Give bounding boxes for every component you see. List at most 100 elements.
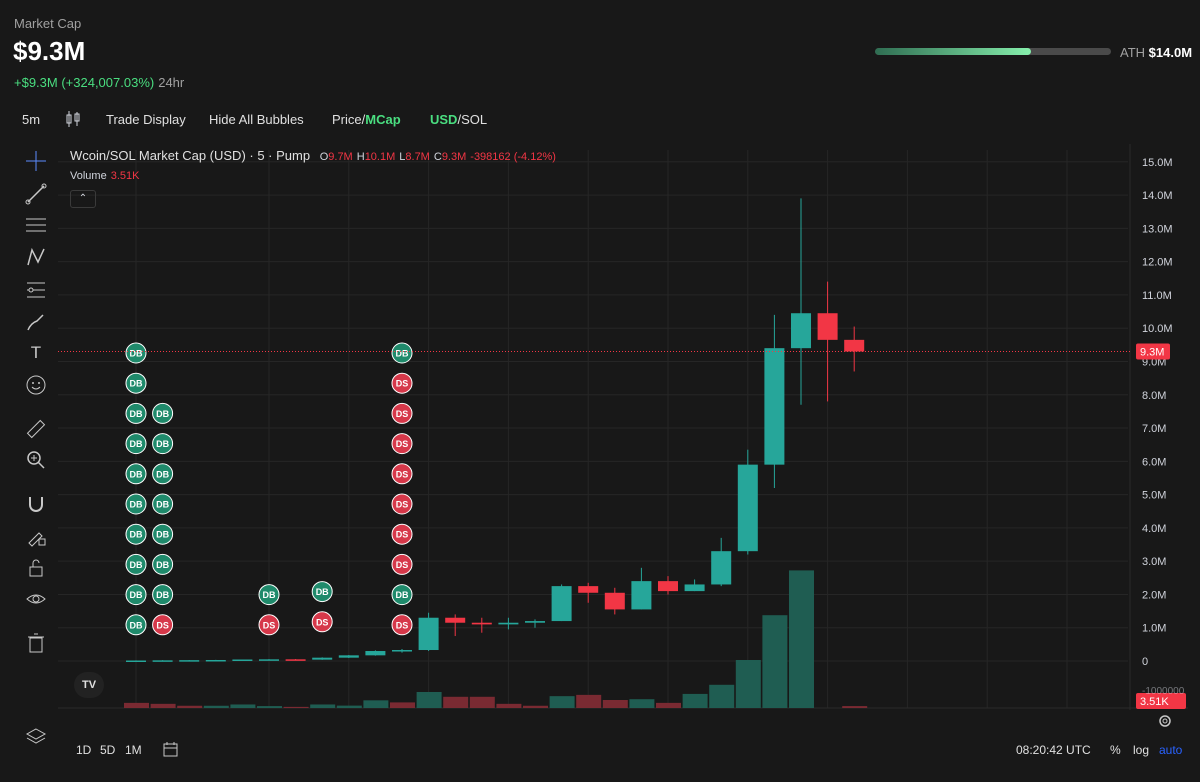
candle-body — [232, 659, 253, 662]
price-mcap-toggle[interactable]: Price/MCap — [332, 112, 401, 127]
lock-draw-icon[interactable] — [24, 525, 48, 547]
trend-line-icon[interactable] — [24, 183, 48, 205]
fib-icon[interactable] — [24, 279, 48, 301]
ath-progress-fill — [875, 48, 1031, 55]
buy-bubble — [125, 584, 147, 606]
eye-icon[interactable] — [24, 588, 48, 610]
y-tick-label: 1.0M — [1142, 623, 1166, 635]
candle-body — [179, 660, 200, 662]
calendar-icon[interactable] — [162, 740, 180, 763]
settings-icon[interactable] — [1157, 713, 1173, 734]
chart-grid — [58, 144, 1188, 710]
buy-bubble — [152, 553, 174, 575]
buy-bubble — [125, 433, 147, 455]
bubble-label: DS — [396, 500, 409, 510]
range-1m-button[interactable]: 1M — [125, 743, 142, 757]
volume-bar — [257, 706, 282, 708]
ruler-icon[interactable] — [24, 418, 48, 440]
volume-bar — [549, 696, 575, 708]
candle-body — [791, 313, 811, 349]
buy-bubble — [125, 493, 147, 515]
crosshair-icon[interactable] — [24, 150, 48, 172]
low-key: L — [399, 151, 406, 163]
bubble-label: DS — [396, 409, 409, 419]
y-tick-label: 11.0M — [1142, 290, 1172, 302]
y-bottom-label: -1000000 — [1142, 686, 1185, 697]
toggle-separator: / — [457, 112, 462, 127]
buy-bubble — [125, 614, 147, 636]
text-icon[interactable]: T — [30, 343, 42, 362]
candle-body — [684, 584, 705, 592]
volume-bar — [124, 702, 149, 708]
volume-bar — [203, 705, 229, 708]
tradingview-logo: TV — [74, 672, 104, 698]
range-5d-button[interactable]: 5D — [100, 743, 116, 757]
volume-bar — [842, 706, 868, 708]
volume-bar — [310, 704, 336, 708]
collapse-legend-button[interactable]: ⌃ — [70, 190, 96, 208]
high-value: 10.1M — [364, 151, 396, 163]
bubble-label: DS — [396, 379, 409, 389]
low-value: 8.7M — [405, 151, 430, 163]
candle-body — [578, 586, 599, 593]
pattern-icon[interactable] — [24, 246, 48, 268]
candle-body — [205, 660, 226, 662]
volume-bar — [629, 699, 655, 708]
y-tick-label: 10.0M — [1142, 323, 1173, 335]
ath-progress-bar — [875, 48, 1111, 55]
currency-toggle[interactable]: USD/SOL — [430, 112, 487, 127]
bubble-label: DB — [316, 587, 329, 597]
volume-bar — [656, 702, 681, 708]
bubble-label: DB — [156, 469, 169, 479]
candlestick-type-icon[interactable] — [64, 110, 82, 128]
auto-toggle[interactable]: auto — [1159, 743, 1183, 757]
open-key: O — [319, 151, 329, 163]
candle-body — [312, 657, 333, 660]
candle-body — [658, 581, 678, 592]
volume-bar — [230, 704, 256, 708]
range-1d-button[interactable]: 1D — [76, 743, 92, 757]
last-volume-label: 3.51K — [1140, 696, 1169, 708]
magnet-icon[interactable] — [24, 493, 48, 515]
ath-value: $14.0M — [1148, 45, 1193, 60]
trade-display-button[interactable]: Trade Display — [106, 112, 186, 127]
candle-body — [152, 660, 173, 662]
layers-icon[interactable] — [24, 726, 48, 748]
candle-body — [259, 659, 279, 661]
buy-bubble — [152, 584, 174, 606]
bubble-label: DB — [130, 439, 143, 449]
log-toggle[interactable]: log — [1133, 743, 1150, 757]
bubble-label: DB — [156, 590, 169, 600]
brush-icon[interactable] — [24, 311, 48, 333]
market-cap-chart[interactable]: DB DB DB DB DB DB DB DB DB DB DB DB DB DB DB DB DB DS DB DS… — [58, 144, 1188, 710]
bubble-label: DB — [156, 439, 169, 449]
trash-icon[interactable] — [24, 632, 48, 654]
bubble-label: DB — [396, 349, 409, 359]
sell-bubble — [391, 493, 413, 515]
ohlc-values: O9.7M H10.1M L8.7M C9.3M -398162 (-4.12%) — [320, 151, 560, 163]
candle-body — [338, 655, 359, 658]
sell-bubble — [391, 463, 413, 485]
buy-bubble — [125, 372, 147, 394]
emoji-icon[interactable] — [24, 374, 48, 396]
buy-bubble — [152, 493, 174, 515]
sell-bubble — [391, 553, 413, 575]
percent-toggle[interactable]: % — [1110, 743, 1121, 757]
bubble-label: DB — [130, 409, 143, 419]
last-price-label: 9.3M — [1140, 346, 1164, 358]
last-volume-badge — [1136, 693, 1186, 709]
unlock-icon[interactable] — [24, 557, 48, 579]
interval-button[interactable]: 5m — [22, 112, 41, 127]
buy-bubble — [152, 523, 174, 545]
candle-body — [445, 617, 466, 623]
horizontal-lines-icon[interactable] — [24, 214, 48, 236]
bubble-label: DB — [130, 590, 143, 600]
volume-bar — [416, 692, 442, 708]
ath-label-text: ATH — [1120, 45, 1146, 60]
volume-bar — [283, 706, 309, 708]
candle-body — [711, 551, 732, 585]
hide-bubbles-button[interactable]: Hide All Bubbles — [209, 112, 304, 127]
bubble-label: DS — [316, 617, 329, 627]
zoom-icon[interactable] — [24, 449, 48, 471]
y-tick-label: 0 — [1142, 656, 1148, 668]
